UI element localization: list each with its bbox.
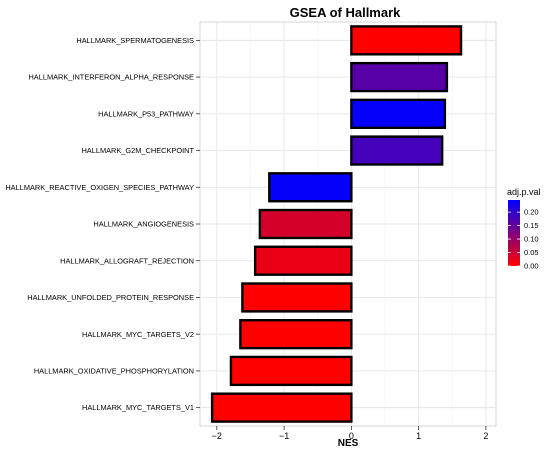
legend-colorbar xyxy=(508,200,520,266)
bars xyxy=(210,25,463,423)
x-tick-label: 0 xyxy=(349,431,354,441)
category-label: HALLMARK_ALLOGRAFT_REJECTION xyxy=(60,256,194,265)
category-label: HALLMARK_MYC_TARGETS_V1 xyxy=(82,403,194,412)
legend-ticks: 0.00 0.05 0.10 0.15 0.20 xyxy=(508,208,539,271)
x-axis-title: NES xyxy=(338,438,359,449)
bar xyxy=(229,355,353,387)
bar xyxy=(241,282,353,313)
bar xyxy=(210,392,353,423)
category-label: HALLMARK_MYC_TARGETS_V2 xyxy=(82,330,194,339)
category-label: HALLMARK_SPERMATOGENESIS xyxy=(76,36,194,45)
bar xyxy=(350,98,447,129)
category-label: HALLMARK_P53_PATHWAY xyxy=(98,109,194,118)
chart-title: GSEA of Hallmark xyxy=(290,5,402,20)
bar xyxy=(350,135,444,166)
legend-tick-label: 0.20 xyxy=(524,208,539,217)
x-axis-ticks: −2 −1 0 1 2 xyxy=(212,426,488,441)
category-label: HALLMARK_G2M_CHECKPOINT xyxy=(81,146,194,155)
legend-tick-label: 0.05 xyxy=(524,248,539,257)
category-label: HALLMARK_OXIDATIVE_PHOSPHORYLATION xyxy=(34,367,194,376)
category-label: HALLMARK_UNFOLDED_PROTEIN_RESPONSE xyxy=(27,293,194,302)
x-tick-label: −2 xyxy=(212,431,222,441)
bar xyxy=(239,319,353,350)
plot-panel xyxy=(199,21,497,427)
category-label: HALLMARK_ANGIOGENESIS xyxy=(93,220,194,229)
legend-tick-label: 0.00 xyxy=(524,262,539,271)
x-tick-label: 2 xyxy=(483,431,488,441)
category-label: HALLMARK_INTERFERON_ALPHA_RESPONSE xyxy=(28,73,194,82)
x-tick-label: 1 xyxy=(416,431,421,441)
category-label: HALLMARK_REACTIVE_OXIGEN_SPECIES_PATHWAY xyxy=(5,183,194,192)
bar xyxy=(253,245,353,276)
legend-tick-label: 0.15 xyxy=(524,221,539,230)
legend-title: adj.p.val xyxy=(507,187,541,197)
bar xyxy=(268,172,353,203)
bar xyxy=(350,25,463,56)
x-tick-label: −1 xyxy=(279,431,289,441)
category-labels: HALLMARK_SPERMATOGENESIS HALLMARK_INTERFE… xyxy=(5,36,200,412)
legend-tick-label: 0.10 xyxy=(524,235,539,244)
bar xyxy=(350,61,449,93)
color-legend: adj.p.val 0.00 0.05 0.10 0.15 0.20 xyxy=(507,187,541,271)
bar xyxy=(258,208,353,240)
